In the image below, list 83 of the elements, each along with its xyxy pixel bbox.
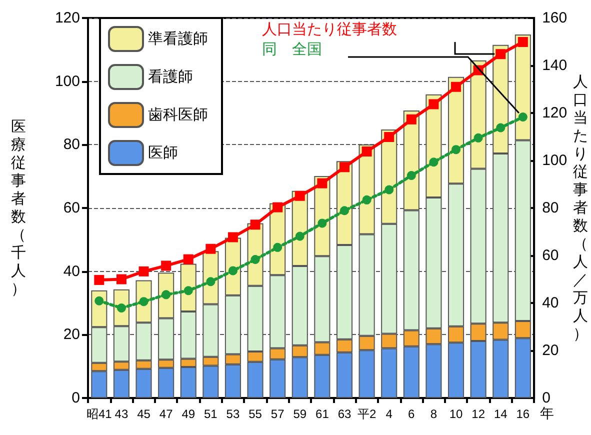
x-tick-label: 12 bbox=[472, 407, 486, 421]
text: 医療従事者数（千人） bbox=[11, 118, 26, 298]
x-tick-label: 10 bbox=[449, 407, 464, 421]
x-tick-label: 平2 bbox=[357, 407, 376, 421]
x-tick-label: 55 bbox=[248, 407, 262, 421]
point bbox=[183, 254, 194, 264]
point bbox=[451, 82, 462, 92]
point bbox=[250, 220, 260, 230]
point bbox=[94, 274, 104, 285]
point bbox=[116, 274, 126, 284]
legend-label: 準看護師 bbox=[148, 30, 208, 48]
x-tick-label: 49 bbox=[182, 407, 196, 421]
point bbox=[206, 244, 216, 254]
point bbox=[273, 242, 282, 252]
point bbox=[518, 36, 528, 47]
point bbox=[339, 162, 350, 172]
point bbox=[496, 123, 506, 132]
x-tick-label: 8 bbox=[430, 407, 438, 421]
point bbox=[94, 296, 104, 306]
y-tick-label: 80 bbox=[63, 136, 80, 154]
point bbox=[362, 195, 372, 204]
point bbox=[161, 260, 172, 271]
y2-tick-label: 40 bbox=[542, 294, 559, 312]
point bbox=[384, 185, 394, 194]
point bbox=[428, 99, 439, 110]
x-tick-label: 47 bbox=[159, 407, 174, 421]
point bbox=[250, 255, 260, 264]
text: 人口当たり従事者数 bbox=[262, 21, 397, 38]
point bbox=[317, 178, 328, 188]
point bbox=[384, 132, 394, 142]
y-tick-label: 20 bbox=[63, 326, 80, 344]
legend-label: 看護師 bbox=[148, 68, 193, 86]
x-tick-label: 57 bbox=[270, 407, 285, 421]
point bbox=[138, 266, 149, 276]
y-tick-label: 120 bbox=[54, 10, 80, 26]
x-tick-label: 45 bbox=[137, 407, 151, 421]
point bbox=[452, 145, 461, 154]
x-tick-label: 59 bbox=[293, 407, 307, 421]
y2-tick-label: 80 bbox=[542, 200, 559, 216]
y2-tick-label: 0 bbox=[542, 390, 550, 406]
x-tick-label: 昭41 bbox=[86, 407, 112, 421]
text: 人口当たり従事者数（人／万人） bbox=[573, 74, 588, 342]
point bbox=[228, 266, 238, 276]
point bbox=[294, 190, 305, 201]
point bbox=[518, 112, 528, 122]
x-tick-label: 51 bbox=[204, 407, 218, 421]
point bbox=[295, 232, 304, 241]
y2-tick-label: 120 bbox=[542, 104, 568, 122]
x-tick-label: 43 bbox=[114, 407, 128, 421]
point bbox=[474, 133, 483, 142]
y2-tick-label: 160 bbox=[542, 10, 568, 26]
point bbox=[318, 218, 327, 228]
point bbox=[429, 158, 438, 167]
point bbox=[406, 114, 416, 124]
y2-tick-label: 140 bbox=[542, 57, 568, 74]
y-tick-label: 40 bbox=[63, 262, 80, 280]
point bbox=[340, 206, 349, 216]
x-axis-title: 年 bbox=[540, 405, 554, 421]
y-tick-label: 0 bbox=[72, 390, 80, 406]
point bbox=[272, 202, 283, 212]
y2-tick-label: 100 bbox=[542, 152, 568, 169]
legend-label: 医師 bbox=[148, 144, 178, 162]
x-tick-label: 14 bbox=[494, 407, 508, 421]
point bbox=[406, 170, 416, 180]
x-tick-label: 6 bbox=[408, 407, 416, 421]
y-tick-label: 100 bbox=[54, 72, 80, 90]
x-tick-label: 4 bbox=[386, 407, 393, 421]
x-tick-label: 61 bbox=[316, 407, 330, 421]
point bbox=[362, 146, 372, 156]
x-tick-label: 53 bbox=[226, 407, 240, 421]
point bbox=[496, 49, 506, 60]
point bbox=[139, 297, 148, 306]
y2-tick-label: 20 bbox=[542, 342, 559, 359]
x-tick-label: 16 bbox=[516, 407, 530, 421]
legend-label: 歯科医師 bbox=[148, 106, 208, 124]
point bbox=[162, 290, 171, 300]
point bbox=[184, 286, 193, 296]
y2-tick-label: 60 bbox=[542, 247, 559, 264]
point bbox=[228, 232, 238, 242]
text: 同 全国 bbox=[262, 41, 322, 58]
x-tick-label: 63 bbox=[338, 407, 352, 421]
y-tick-label: 60 bbox=[63, 200, 80, 216]
point bbox=[206, 277, 216, 286]
